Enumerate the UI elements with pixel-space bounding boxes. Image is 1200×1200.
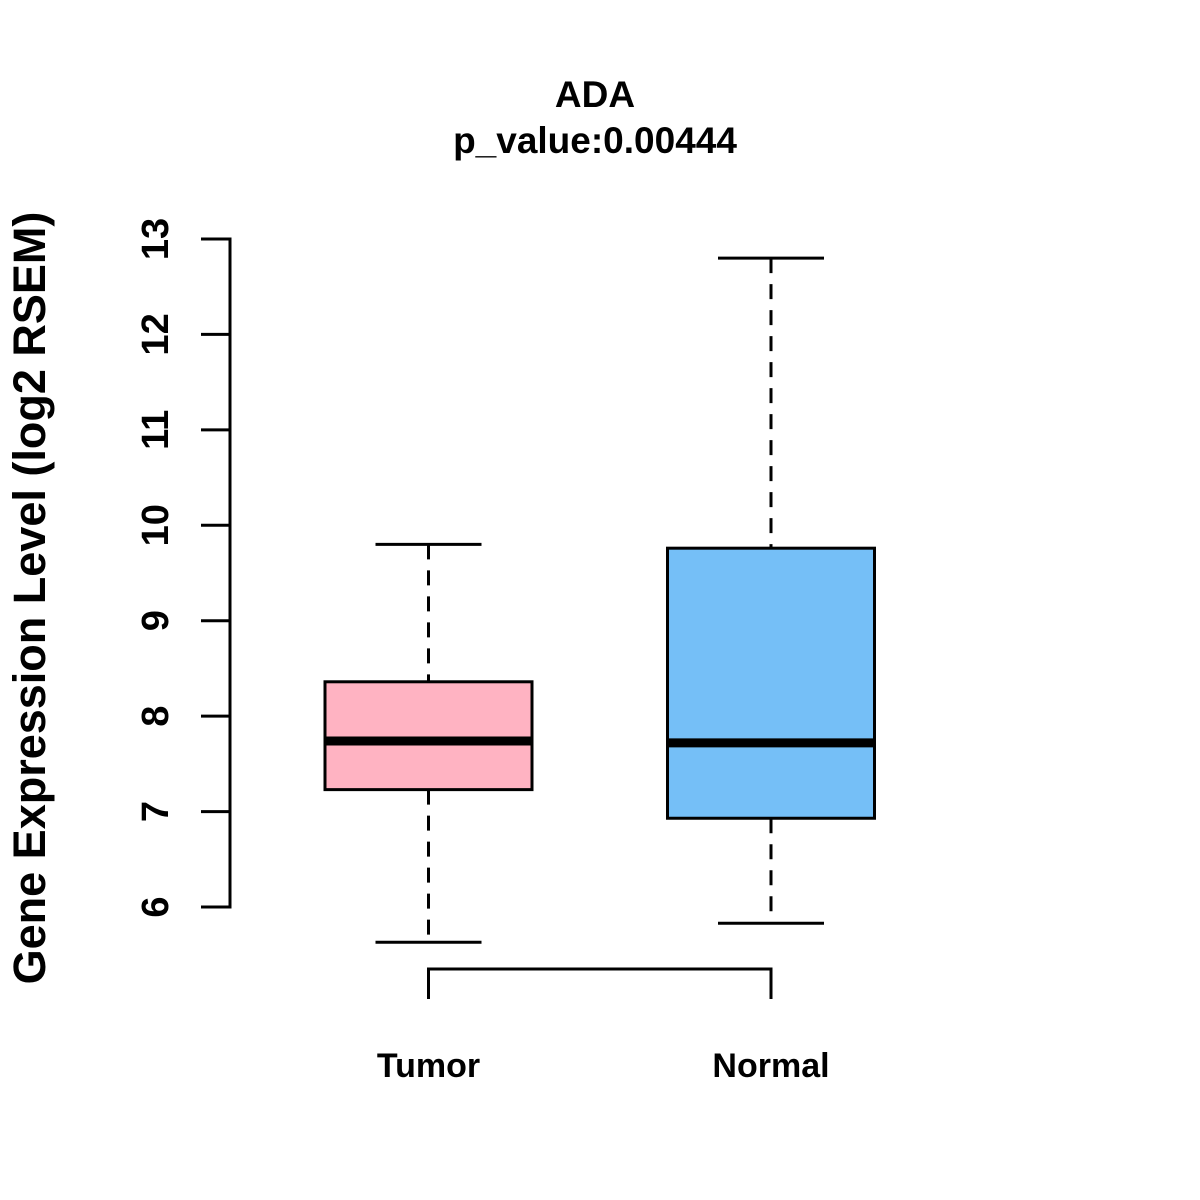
box-normal [666, 546, 876, 820]
chart-title: ADA [555, 74, 635, 115]
comparison-bracket [427, 967, 773, 999]
y-axis-tick-label: 10 [135, 504, 177, 546]
chart-subtitle-pvalue: p_value:0.00444 [453, 120, 737, 161]
bracket-path [427, 967, 773, 999]
box-tumor [323, 680, 534, 792]
y-axis-tick-label: 9 [135, 610, 177, 631]
y-axis-tick-label: 7 [135, 801, 177, 822]
group-label-tumor: Tumor [377, 1047, 480, 1085]
y-axis-tick-label: 8 [135, 706, 177, 727]
y-axis-tick-label: 11 [135, 410, 177, 450]
y-axis-label: Gene Expression Level (log2 RSEM) [4, 212, 55, 985]
y-axis-tick-label: 12 [135, 313, 177, 355]
group-labels: Tumor Normal [377, 1047, 830, 1085]
y-axis: 6 7 8 9 10 11 12 13 [135, 218, 232, 918]
group-label-normal: Normal [712, 1047, 829, 1085]
boxplots [323, 256, 876, 944]
y-axis-tick-label: 13 [135, 218, 177, 260]
y-axis-tick-label: 6 [135, 896, 177, 917]
